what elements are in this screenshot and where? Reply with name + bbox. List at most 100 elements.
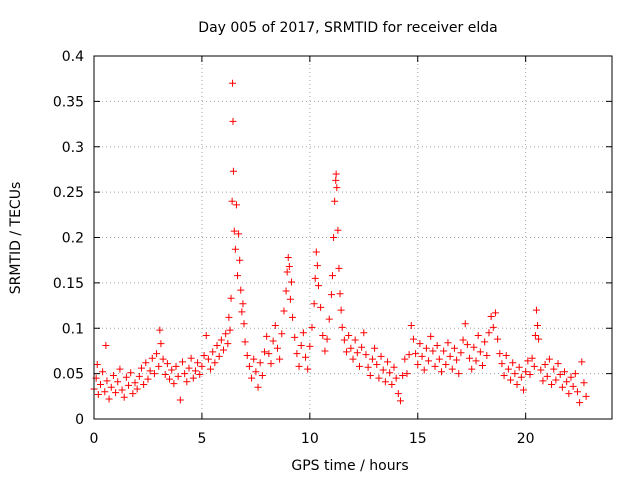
data-point [565, 390, 573, 398]
data-point [226, 326, 234, 334]
y-tick-labels: 0 0.05 0.1 0.15 0.2 0.25 0.3 0.35 0.4 [53, 49, 84, 428]
data-point [429, 347, 437, 355]
data-point [239, 300, 247, 308]
data-point [431, 362, 439, 370]
data-point [178, 358, 186, 366]
data-point [364, 363, 372, 371]
data-point [225, 313, 233, 321]
data-point [200, 351, 208, 359]
x-tick-label: 15 [409, 431, 427, 447]
data-point [153, 350, 161, 358]
data-point [237, 286, 245, 294]
data-point [485, 329, 493, 337]
data-point [155, 362, 163, 370]
data-point [283, 268, 291, 276]
data-point [504, 365, 512, 373]
data-point [343, 348, 351, 356]
data-point [355, 362, 363, 370]
data-point [332, 170, 340, 178]
data-point [118, 386, 126, 394]
data-point [578, 358, 586, 366]
data-point [114, 378, 122, 386]
data-point [176, 396, 184, 404]
data-point [496, 350, 504, 358]
data-point [287, 278, 295, 286]
data-point [351, 336, 359, 344]
data-point [291, 333, 299, 341]
data-point [580, 379, 588, 387]
data-point [489, 323, 497, 331]
data-point [483, 351, 491, 359]
data-point [526, 371, 534, 379]
data-point [437, 368, 445, 376]
data-point [582, 392, 590, 400]
x-tick-label: 10 [301, 431, 319, 447]
data-point [491, 309, 499, 317]
x-tick-label: 5 [197, 431, 206, 447]
data-point [368, 355, 376, 363]
data-point [101, 388, 109, 396]
data-point [243, 351, 251, 359]
data-point [122, 373, 130, 381]
data-point [334, 226, 342, 234]
data-point [541, 361, 549, 369]
data-point [433, 341, 441, 349]
x-axis-label: GPS time / hours [291, 458, 408, 474]
data-point [231, 245, 239, 253]
data-point [427, 332, 435, 340]
data-point [418, 352, 426, 360]
data-point [500, 371, 508, 379]
data-point [304, 365, 312, 373]
data-point [280, 307, 288, 315]
data-point [340, 336, 348, 344]
data-point [293, 350, 301, 358]
data-point [399, 371, 407, 379]
data-point [422, 344, 430, 352]
data-point [157, 340, 165, 348]
y-tick-label: 0.3 [62, 140, 84, 156]
data-point [532, 306, 540, 314]
data-point [530, 362, 538, 370]
data-point [550, 365, 558, 373]
data-point [229, 167, 237, 175]
data-point [94, 390, 102, 398]
data-point [228, 197, 236, 205]
data-point [183, 378, 191, 386]
data-point [323, 335, 331, 343]
data-point [261, 348, 269, 356]
data-point [299, 329, 307, 337]
data-point [463, 341, 471, 349]
data-point [207, 365, 215, 373]
data-point [137, 364, 145, 372]
data-point [284, 253, 292, 261]
data-point [335, 264, 343, 272]
data-point [227, 294, 235, 302]
data-point [116, 365, 124, 373]
data-point [386, 369, 394, 377]
data-point [531, 332, 539, 340]
data-point [457, 349, 465, 357]
data-point [224, 340, 232, 348]
data-point [509, 359, 517, 367]
y-axis-label: SRMTID / TECUs [8, 182, 24, 295]
data-point [390, 363, 398, 371]
x-tick-label: 20 [517, 431, 535, 447]
data-point [235, 230, 243, 238]
data-point [105, 395, 113, 403]
data-point [327, 291, 335, 299]
data-point [222, 330, 230, 338]
data-point [517, 373, 525, 381]
data-point [140, 381, 148, 389]
data-point [474, 332, 482, 340]
data-point [254, 383, 262, 391]
y-tick-label: 0.35 [53, 94, 84, 110]
data-point [204, 355, 212, 363]
data-point [534, 322, 542, 330]
data-point [256, 359, 264, 367]
data-point [168, 366, 176, 374]
data-point [295, 362, 303, 370]
data-point [191, 367, 199, 375]
data-point [306, 342, 314, 350]
data-point [425, 357, 433, 365]
data-point [276, 355, 284, 363]
